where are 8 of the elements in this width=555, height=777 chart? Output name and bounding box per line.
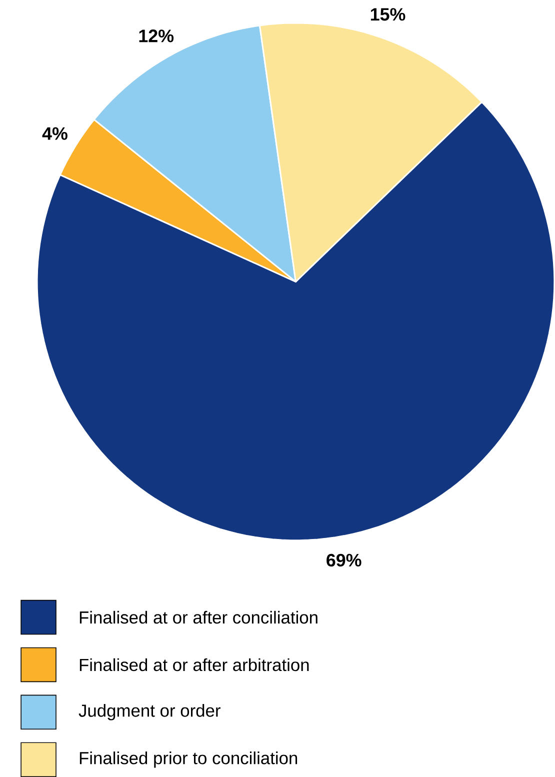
legend-label: Finalised at or after conciliation xyxy=(80,610,318,624)
data-label: 69% xyxy=(326,554,362,567)
data-label: 15% xyxy=(370,8,406,21)
data-label: 4% xyxy=(42,127,68,140)
legend-label: Finalised at or after arbitration xyxy=(80,658,309,672)
data-label: 12% xyxy=(139,30,174,42)
legend-label: Judgment or order xyxy=(78,704,220,720)
legend-label: Finalised prior to conciliation xyxy=(80,751,297,768)
